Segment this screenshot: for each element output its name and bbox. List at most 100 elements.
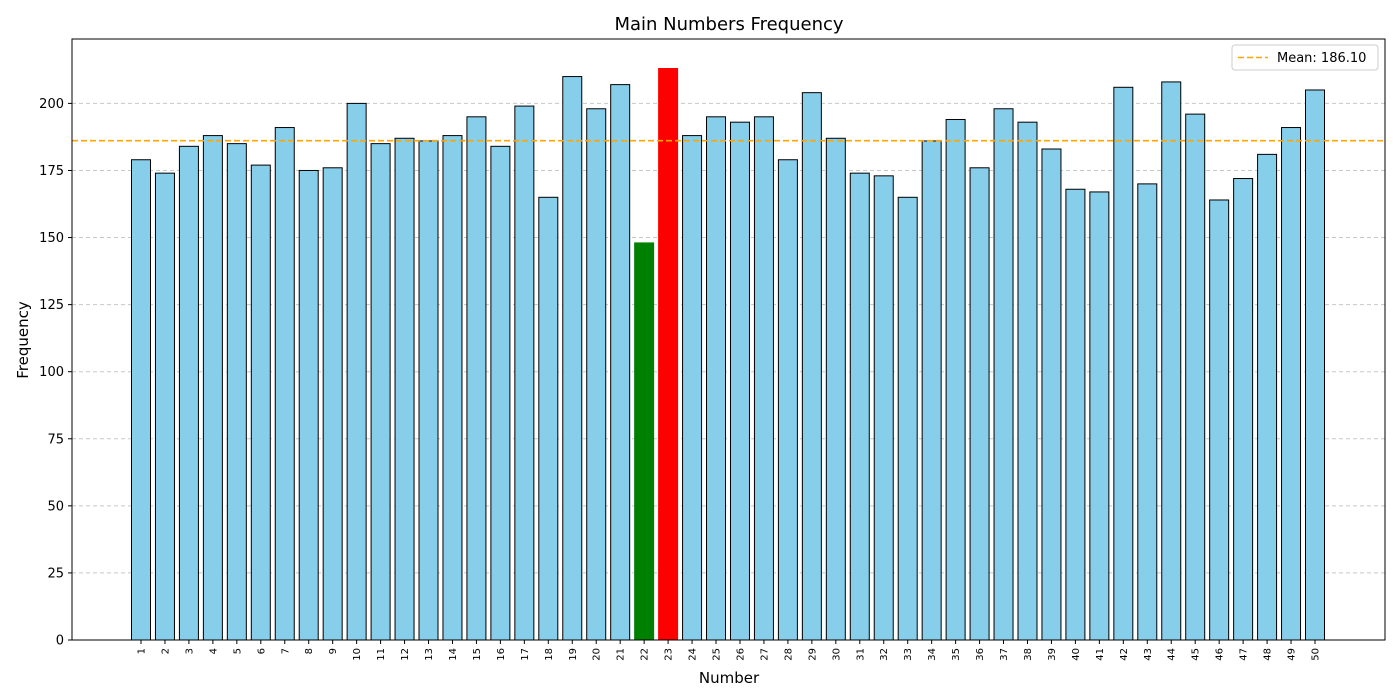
x-tick-label: 11 (376, 648, 387, 661)
bar (370, 143, 391, 641)
bar (1089, 191, 1110, 641)
x-tick-label: 8 (304, 648, 315, 654)
x-tick-label: 48 (1263, 648, 1274, 661)
bar (825, 137, 846, 641)
bar (1161, 81, 1182, 641)
bar (1113, 86, 1134, 641)
bar (514, 105, 535, 641)
chart-title: Main Numbers Frequency (614, 14, 843, 35)
x-tick-label: 44 (1167, 648, 1178, 661)
x-tick-label: 35 (951, 648, 962, 661)
x-tick-label: 49 (1287, 648, 1298, 661)
bar (442, 135, 463, 641)
x-tick-label: 10 (352, 648, 363, 661)
bar (682, 135, 703, 641)
bar (538, 196, 559, 641)
y-tick-label: 200 (39, 97, 64, 112)
x-tick-label: 46 (1215, 648, 1226, 661)
bar (1137, 183, 1158, 641)
x-tick-label: 1 (137, 648, 148, 654)
x-tick-label: 14 (448, 648, 459, 661)
bar (418, 140, 439, 641)
bar (154, 172, 175, 641)
bar-max (658, 68, 679, 641)
bar (586, 108, 607, 641)
x-tick-label: 43 (1143, 648, 1154, 661)
x-tick-label: 39 (1047, 648, 1058, 661)
x-tick-label: 20 (592, 648, 603, 661)
bar (1257, 153, 1278, 641)
y-tick-label: 150 (39, 231, 64, 246)
x-axis-ticks: 1 2 3 4 5 6 7 8 9 10 11 12 13 14 15 16 17 18 19 20 21 22 23 24 2… (137, 640, 1322, 661)
x-tick-label: 42 (1119, 648, 1130, 661)
bar (753, 116, 774, 641)
x-tick-label: 19 (568, 648, 579, 661)
bar (1041, 148, 1062, 641)
x-tick-label: 16 (496, 648, 507, 661)
x-tick-label: 26 (735, 648, 746, 661)
x-tick-label: 5 (232, 648, 243, 654)
y-tick-label: 50 (47, 499, 64, 514)
y-tick-label: 25 (47, 566, 64, 581)
bar (1209, 199, 1230, 641)
x-tick-label: 18 (544, 648, 555, 661)
x-tick-label: 31 (855, 648, 866, 661)
x-tick-label: 17 (520, 648, 531, 661)
bar (490, 145, 511, 641)
x-tick-label: 7 (280, 648, 291, 654)
bar (274, 127, 295, 641)
bar (969, 167, 990, 641)
legend: Mean: 186.10 (1231, 44, 1379, 71)
x-tick-label: 2 (160, 648, 171, 654)
x-tick-label: 32 (879, 648, 890, 661)
bar (801, 92, 822, 641)
x-tick-label: 36 (975, 648, 986, 661)
x-tick-label: 13 (424, 648, 435, 661)
x-tick-label: 28 (783, 648, 794, 661)
x-tick-label: 25 (712, 648, 723, 661)
bar (298, 169, 319, 641)
x-tick-label: 50 (1311, 648, 1322, 661)
x-tick-label: 34 (927, 648, 938, 661)
x-tick-label: 47 (1239, 648, 1250, 661)
bar (346, 102, 367, 641)
x-tick-label: 12 (400, 648, 411, 661)
bar (131, 159, 151, 641)
bar (993, 108, 1014, 641)
y-tick-label: 75 (47, 432, 64, 447)
bar (897, 196, 918, 641)
bar (873, 175, 894, 641)
x-tick-label: 37 (999, 648, 1010, 661)
bar-min (634, 242, 655, 641)
x-tick-label: 27 (759, 648, 770, 661)
bars (131, 68, 1325, 641)
y-tick-label: 125 (39, 298, 64, 313)
legend-mean-label: Mean: 186.10 (1277, 51, 1366, 66)
x-tick-label: 4 (208, 648, 219, 654)
bar (466, 116, 487, 641)
bar (1305, 89, 1325, 641)
y-axis-ticks: 0 25 50 75 100 125 150 175 200 (39, 97, 72, 649)
bar (1017, 121, 1038, 641)
bar (777, 159, 798, 641)
x-tick-label: 21 (616, 648, 627, 661)
y-tick-label: 100 (39, 365, 64, 380)
bar (921, 140, 942, 641)
x-tick-label: 24 (688, 648, 699, 661)
bar (394, 137, 415, 641)
bar (1233, 178, 1254, 641)
x-tick-label: 3 (184, 648, 195, 654)
bar (1185, 113, 1206, 641)
x-tick-label: 22 (640, 648, 651, 661)
y-tick-label: 175 (39, 164, 64, 179)
bar (610, 84, 631, 641)
x-tick-label: 30 (831, 648, 842, 661)
x-tick-label: 6 (256, 648, 267, 654)
x-tick-label: 40 (1071, 648, 1082, 661)
plot-frame (71, 38, 1386, 641)
x-tick-label: 15 (472, 648, 483, 661)
bar (562, 76, 583, 641)
x-tick-label: 33 (903, 648, 914, 661)
